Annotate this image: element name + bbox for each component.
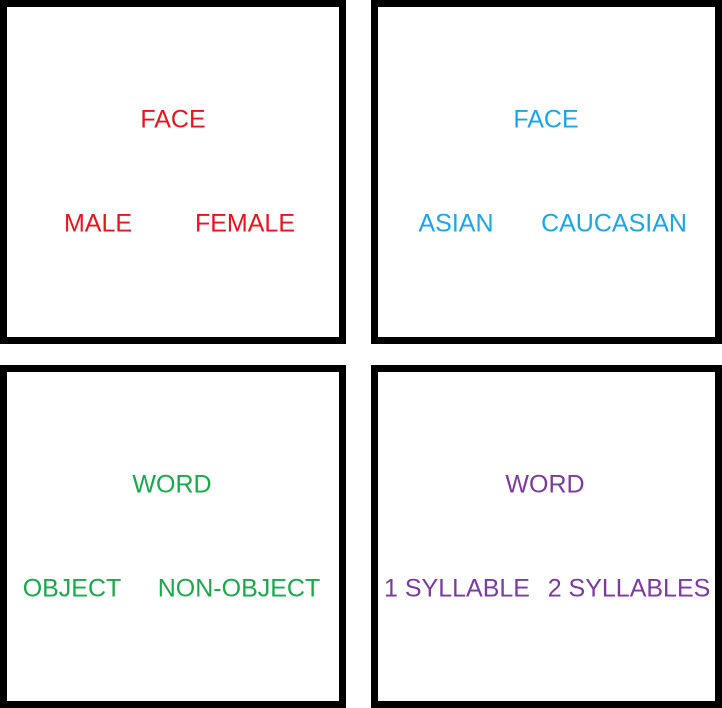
left-option-label: MALE — [63, 209, 133, 238]
right-option-label: FEMALE — [194, 209, 296, 238]
panel-title: FACE — [140, 105, 206, 134]
right-option-label: 2 SYLLABLES — [547, 574, 711, 603]
left-option-label: OBJECT — [22, 574, 122, 603]
right-option-label: NON-OBJECT — [157, 574, 321, 603]
panel-face-race: FACE ASIAN CAUCASIAN — [371, 0, 722, 344]
panel-title: WORD — [132, 470, 212, 499]
panel-word-object: WORD OBJECT NON-OBJECT — [0, 365, 346, 708]
left-option-label: 1 SYLLABLE — [384, 574, 530, 603]
panel-title: FACE — [513, 105, 579, 134]
panel-title: WORD — [505, 470, 585, 499]
right-option-label: CAUCASIAN — [541, 209, 687, 238]
panel-face-gender: FACE MALE FEMALE — [0, 0, 346, 344]
panel-word-syllables: WORD 1 SYLLABLE 2 SYLLABLES — [371, 365, 722, 708]
left-option-label: ASIAN — [418, 209, 494, 238]
